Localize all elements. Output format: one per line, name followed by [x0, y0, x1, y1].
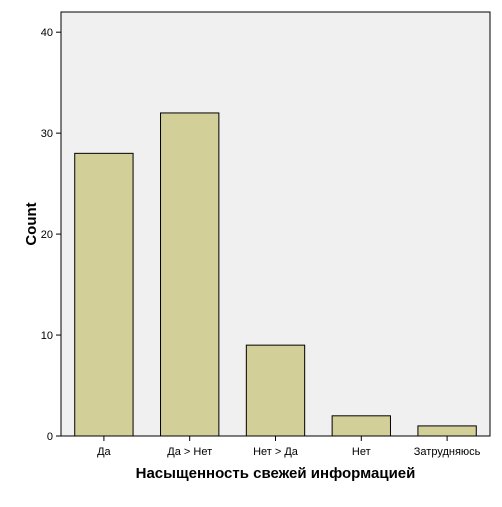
y-axis-title: Count	[23, 202, 40, 245]
bar-4	[417, 425, 477, 437]
y-tick-label: 40	[41, 27, 53, 39]
y-tick-label: 20	[41, 229, 53, 241]
x-tick-label: Затрудняюсь	[414, 446, 481, 458]
y-tick-label: 10	[41, 330, 53, 342]
bar-3	[331, 415, 391, 437]
x-tick-label: Нет	[352, 446, 371, 458]
x-tick-label: Нет > Да	[253, 446, 299, 458]
x-axis-ticks: Да Да > Нет Нет > Да Нет Затрудняюсь	[97, 436, 481, 458]
bars-group	[74, 112, 477, 437]
x-tick-label: Да > Нет	[167, 446, 212, 458]
bar-0	[74, 152, 134, 437]
bar-1	[160, 112, 220, 437]
y-tick-label: 0	[47, 431, 53, 443]
y-axis-ticks: 0 10 20 30 40	[41, 27, 61, 443]
x-axis-title: Насыщенность свежей информацией	[136, 465, 416, 482]
x-tick-label: Да	[97, 446, 111, 458]
y-tick-label: 30	[41, 128, 53, 140]
bar-2	[245, 344, 306, 437]
